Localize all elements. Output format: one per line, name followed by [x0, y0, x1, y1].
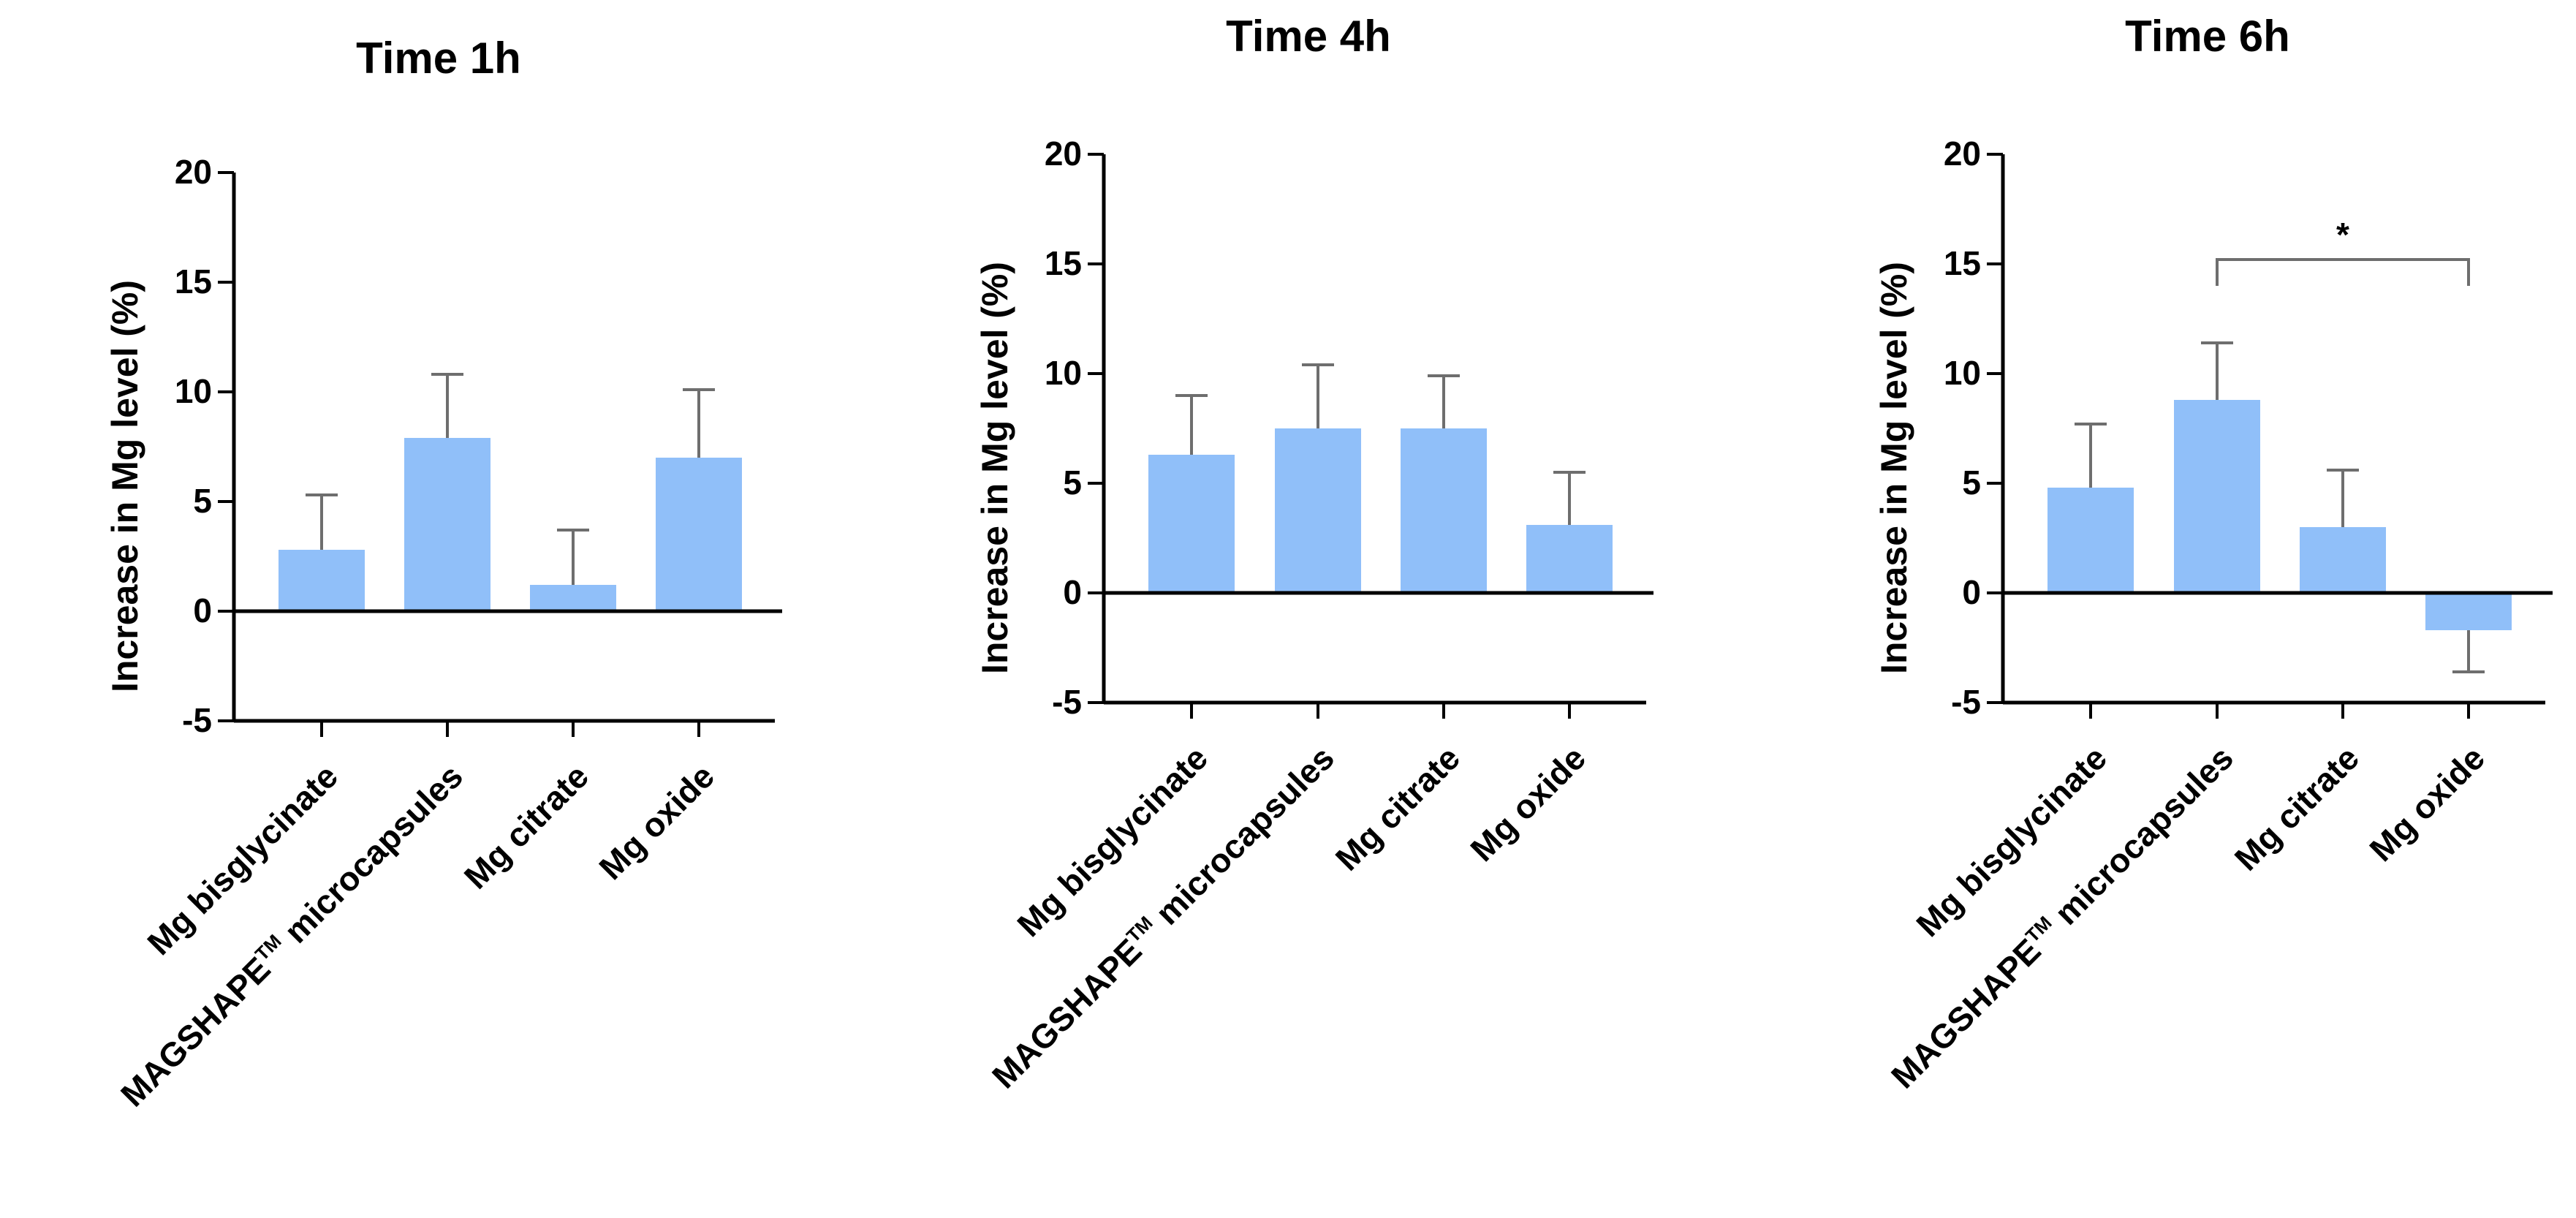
y-axis-label: Increase in Mg level (%)	[974, 262, 1015, 674]
y-tick-label: 0	[193, 591, 212, 629]
chart-time-1h: Time 1h Increase in Mg level (%) 20 15 1…	[105, 34, 782, 1113]
y-tick-label: 10	[1944, 354, 1981, 392]
x-tick-label: Mg citrate	[1328, 738, 1467, 877]
y-tick-label: 0	[1063, 573, 1082, 611]
x-tick-label: Mg oxide	[1463, 738, 1593, 869]
y-tick-label: 5	[1063, 464, 1082, 502]
y-tick-label: 5	[193, 482, 212, 520]
y-tick-label: 15	[1944, 244, 1981, 282]
chart-title: Time 1h	[356, 34, 521, 83]
bar	[530, 585, 616, 611]
bar	[2425, 593, 2512, 630]
bar	[1275, 428, 1361, 593]
y-tick-label: 20	[1944, 135, 1981, 173]
bar	[1526, 525, 1613, 593]
bar	[279, 550, 365, 611]
bar	[1401, 428, 1487, 593]
chart-title: Time 6h	[2125, 12, 2290, 61]
y-tick-label: 5	[1962, 464, 1981, 502]
x-tick-label: Mg oxide	[2362, 738, 2492, 869]
y-tick-label: 15	[1045, 244, 1082, 282]
significance-label: *	[2336, 216, 2349, 254]
chart-time-6h: Time 6h Increase in Mg level (%) 20 15 1…	[1874, 12, 2553, 1095]
y-axis-label: Increase in Mg level (%)	[105, 280, 145, 692]
y-tick-label: 0	[1962, 573, 1981, 611]
bar	[1148, 455, 1235, 593]
x-tick-label: Mg oxide	[591, 757, 721, 887]
y-tick-label: 20	[1045, 135, 1082, 173]
y-tick-label: -5	[1052, 683, 1082, 721]
bar	[404, 438, 490, 611]
y-tick-label: -5	[182, 701, 212, 739]
chart-title: Time 4h	[1226, 12, 1391, 61]
y-axis-label: Increase in Mg level (%)	[1874, 262, 1914, 674]
chart-time-4h: Time 4h Increase in Mg level (%) 20 15 1…	[974, 12, 1653, 1095]
bar	[2047, 488, 2134, 593]
bar	[656, 458, 742, 611]
y-tick-label: 10	[175, 372, 212, 410]
x-tick-label: Mg citrate	[457, 757, 596, 896]
y-tick-label: 20	[175, 153, 212, 191]
x-tick-label: Mg citrate	[2227, 738, 2366, 877]
bar	[2174, 400, 2260, 593]
significance-bracket	[2216, 258, 2470, 286]
y-tick-label: 15	[175, 262, 212, 300]
y-tick-label: -5	[1951, 683, 1981, 721]
y-tick-label: 10	[1045, 354, 1082, 392]
bar	[2300, 527, 2386, 593]
